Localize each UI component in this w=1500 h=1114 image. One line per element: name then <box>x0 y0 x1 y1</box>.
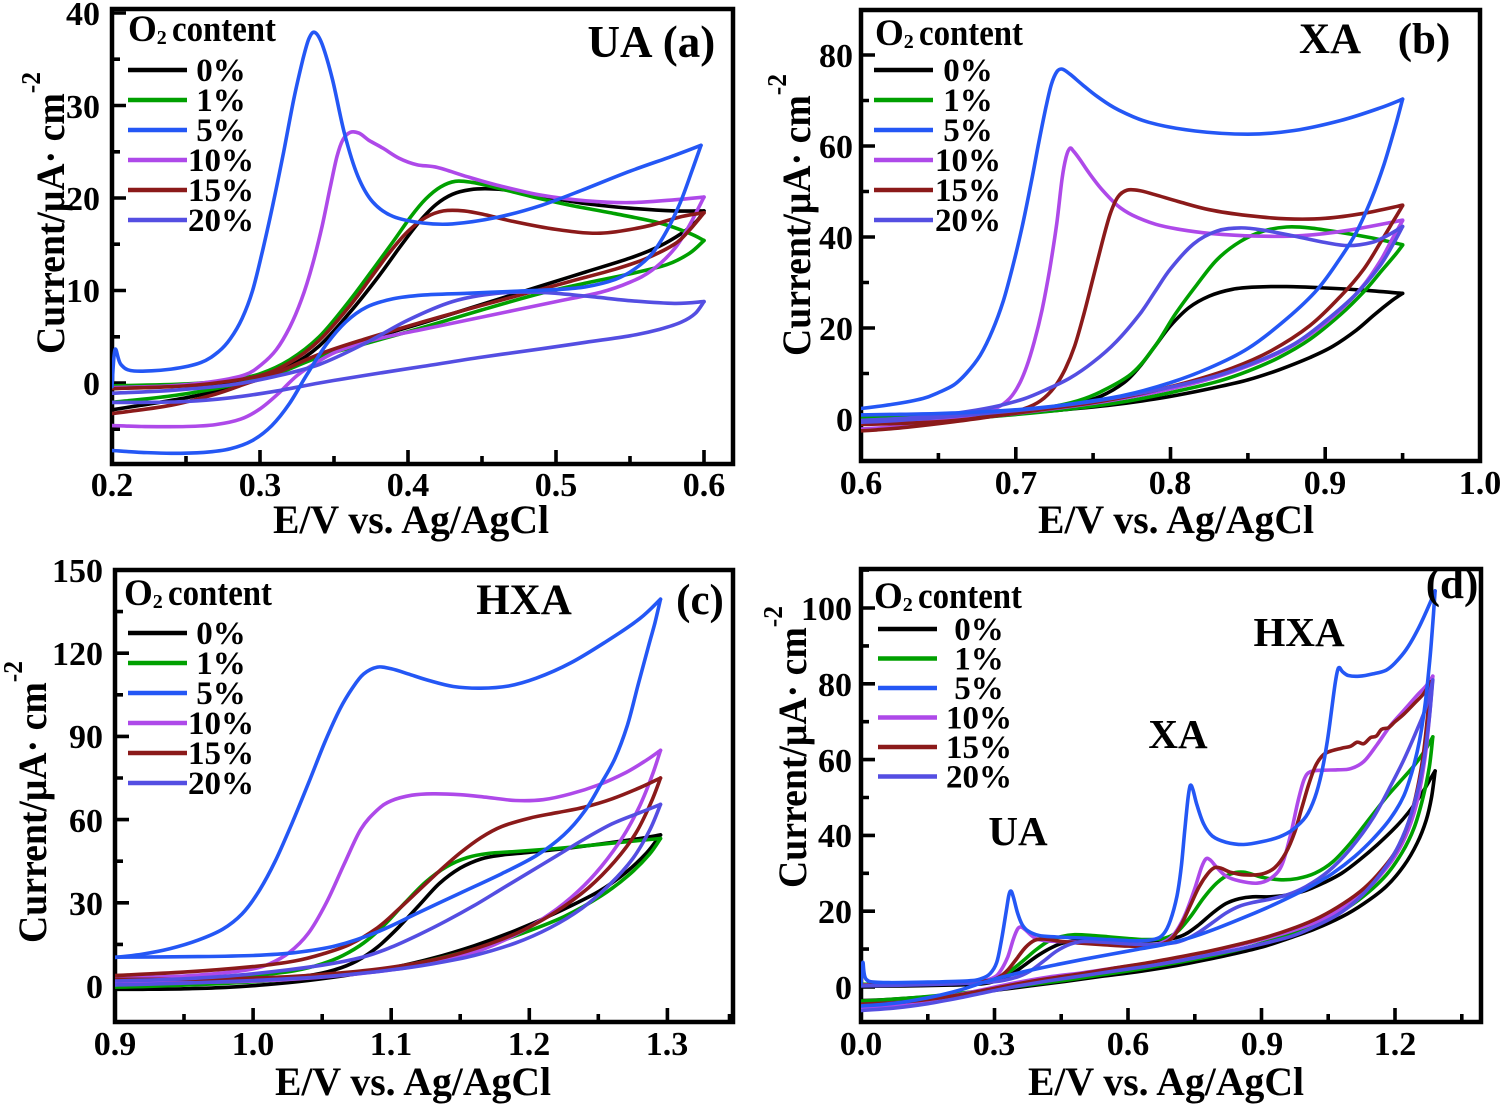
svg-text:content: content <box>919 13 1024 54</box>
svg-text:UA: UA <box>588 17 653 67</box>
svg-text:(d): (d) <box>1426 561 1479 608</box>
svg-text:0: 0 <box>83 366 100 403</box>
svg-text:0.3: 0.3 <box>239 467 282 504</box>
svg-text:E/V vs. Ag/AgCl: E/V vs. Ag/AgCl <box>273 497 549 542</box>
svg-text:10%: 10% <box>935 143 1001 179</box>
svg-text:5%: 5% <box>196 676 246 712</box>
svg-text:20%: 20% <box>935 203 1001 239</box>
svg-text:(c): (c) <box>676 577 724 624</box>
svg-text:80: 80 <box>818 667 852 704</box>
svg-text:1%: 1% <box>954 642 1004 678</box>
svg-text:0%: 0% <box>196 53 246 89</box>
svg-text:E/V vs. Ag/AgCl: E/V vs. Ag/AgCl <box>1038 497 1314 542</box>
svg-text:0.0: 0.0 <box>840 1026 883 1063</box>
svg-text:30: 30 <box>66 89 100 126</box>
svg-text:(a): (a) <box>663 17 715 67</box>
svg-text:15%: 15% <box>188 173 254 209</box>
svg-text:60: 60 <box>69 803 103 840</box>
svg-text:0%: 0% <box>943 53 993 89</box>
svg-text:1.0: 1.0 <box>232 1026 275 1063</box>
svg-text:0.3: 0.3 <box>973 1026 1016 1063</box>
svg-text:20: 20 <box>818 894 852 931</box>
svg-text:15%: 15% <box>188 736 254 772</box>
svg-text:content: content <box>168 573 273 614</box>
svg-text:XA: XA <box>1148 711 1208 757</box>
svg-text:E/V vs. Ag/AgCl: E/V vs. Ag/AgCl <box>1028 1059 1304 1104</box>
svg-text:10: 10 <box>66 273 100 310</box>
svg-text:120: 120 <box>52 636 103 673</box>
svg-text:0.9: 0.9 <box>94 1026 137 1063</box>
svg-text:0.6: 0.6 <box>840 465 883 502</box>
svg-text:100: 100 <box>801 591 852 628</box>
svg-text:1.0: 1.0 <box>1459 465 1500 502</box>
svg-text:0.4: 0.4 <box>387 467 430 504</box>
svg-text:5%: 5% <box>196 113 246 149</box>
svg-text:0.9: 0.9 <box>1304 465 1347 502</box>
svg-text:0.6: 0.6 <box>1107 1026 1150 1063</box>
svg-text:content: content <box>172 9 277 50</box>
svg-text:0%: 0% <box>954 612 1004 648</box>
svg-text:40: 40 <box>819 220 853 257</box>
svg-text:0: 0 <box>836 402 853 439</box>
svg-text:1%: 1% <box>196 646 246 682</box>
svg-text:1.2: 1.2 <box>508 1026 551 1063</box>
svg-text:1.3: 1.3 <box>646 1026 689 1063</box>
svg-text:10%: 10% <box>946 701 1012 737</box>
svg-text:20: 20 <box>819 311 853 348</box>
svg-text:40: 40 <box>66 0 100 33</box>
svg-text:150: 150 <box>52 553 103 590</box>
svg-text:60: 60 <box>819 129 853 166</box>
svg-text:Current/μA· cm-2: Current/μA· cm-2 <box>0 661 55 943</box>
svg-text:HXA: HXA <box>1253 609 1345 655</box>
svg-text:0: 0 <box>86 969 103 1006</box>
svg-text:1%: 1% <box>943 83 993 119</box>
svg-text:1.1: 1.1 <box>370 1026 413 1063</box>
svg-text:20: 20 <box>66 181 100 218</box>
svg-text:UA: UA <box>988 808 1048 854</box>
svg-text:20%: 20% <box>188 766 254 802</box>
svg-text:E/V vs. Ag/AgCl: E/V vs. Ag/AgCl <box>275 1059 551 1104</box>
svg-text:60: 60 <box>818 743 852 780</box>
svg-text:content: content <box>918 576 1023 617</box>
svg-text:80: 80 <box>819 38 853 75</box>
svg-text:15%: 15% <box>935 173 1001 209</box>
svg-text:XA: XA <box>1299 16 1361 63</box>
svg-text:0.8: 0.8 <box>1149 465 1192 502</box>
svg-text:90: 90 <box>69 719 103 756</box>
svg-text:1.2: 1.2 <box>1374 1026 1417 1063</box>
svg-text:10%: 10% <box>188 706 254 742</box>
svg-text:10%: 10% <box>188 143 254 179</box>
svg-text:0.9: 0.9 <box>1241 1026 1284 1063</box>
svg-text:20%: 20% <box>188 203 254 239</box>
svg-text:HXA: HXA <box>476 577 572 624</box>
svg-text:5%: 5% <box>943 113 993 149</box>
svg-text:20%: 20% <box>946 760 1012 796</box>
svg-text:0.5: 0.5 <box>535 467 578 504</box>
svg-text:0.2: 0.2 <box>91 467 134 504</box>
svg-text:5%: 5% <box>954 671 1004 707</box>
svg-text:0.7: 0.7 <box>995 465 1038 502</box>
svg-text:0.6: 0.6 <box>683 467 726 504</box>
svg-text:(b): (b) <box>1398 16 1451 63</box>
svg-text:30: 30 <box>69 886 103 923</box>
svg-text:0: 0 <box>835 970 852 1007</box>
svg-text:40: 40 <box>818 818 852 855</box>
svg-text:15%: 15% <box>946 730 1012 766</box>
svg-text:O2: O2 <box>874 576 913 617</box>
svg-text:1%: 1% <box>196 83 246 119</box>
svg-text:O2: O2 <box>128 9 167 50</box>
svg-text:0%: 0% <box>196 616 246 652</box>
